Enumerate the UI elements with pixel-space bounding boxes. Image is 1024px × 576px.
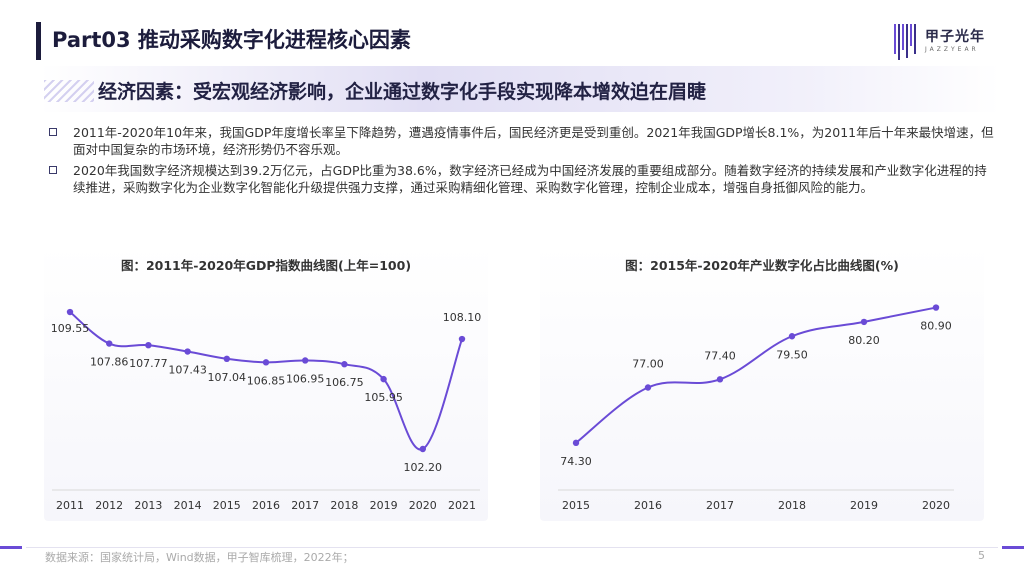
data-point — [66, 308, 74, 316]
x-tick-label: 2019 — [370, 499, 398, 512]
data-point — [302, 357, 309, 364]
data-point — [106, 340, 113, 347]
data-point — [716, 376, 724, 383]
footer-accent-left — [0, 546, 22, 549]
data-label: 106.75 — [325, 376, 364, 389]
data-point — [860, 318, 868, 326]
data-point — [932, 304, 940, 311]
x-tick-label: 2012 — [95, 499, 123, 512]
gdp-index-line-chart: 109.55 2011 107.86 2012 107.77 2013 107.43 2014… — [51, 308, 482, 512]
x-tick-label: 2020 — [922, 499, 950, 512]
x-tick-label: 2016 — [634, 499, 662, 512]
bullet-text: 2011年-2020年10年来，我国GDP年度增长率呈下降趋势，遭遇疫情事件后，… — [73, 125, 994, 157]
data-point — [223, 355, 230, 362]
bullet-list: 2011年-2020年10年来，我国GDP年度增长率呈下降趋势，遭遇疫情事件后，… — [45, 124, 995, 200]
subtitle-band — [40, 66, 1000, 112]
data-point — [788, 333, 796, 340]
data-label: 107.43 — [168, 364, 207, 377]
x-tick-label: 2018 — [778, 499, 806, 512]
bullet-item: 2020年我国数字经济规模达到39.2万亿元，占GDP比重为38.6%，数字经济… — [45, 162, 995, 196]
x-tick-label: 2018 — [330, 499, 358, 512]
logo-text: 甲子光年 — [925, 29, 985, 45]
x-tick-label: 2015 — [213, 499, 241, 512]
title-accent-bar — [36, 22, 41, 60]
bullet-text: 2020年我国数字经济规模达到39.2万亿元，占GDP比重为38.6%，数字经济… — [73, 163, 987, 195]
logo-subtext: JAZZYEAR — [925, 46, 979, 53]
data-label: 77.00 — [632, 358, 664, 371]
footer-divider — [26, 547, 998, 548]
data-point — [145, 341, 152, 349]
industry-digitalization-line-chart: 74.30 2015 77.00 2016 77.40 2017 79.50 2018 80.2… — [558, 304, 954, 512]
data-label: 105.95 — [364, 391, 403, 404]
logo-bars-icon — [894, 24, 916, 60]
data-label: 80.20 — [848, 334, 880, 347]
data-label: 107.04 — [208, 371, 247, 384]
data-point — [380, 375, 387, 383]
digital-chart-title: 图：2015年-2020年产业数字化占比曲线图(%) — [625, 258, 899, 273]
subtitle-stripes-decoration — [44, 80, 94, 102]
data-point — [572, 439, 580, 447]
data-label: 74.30 — [560, 455, 592, 468]
data-label: 106.95 — [286, 372, 325, 385]
data-point — [644, 384, 652, 391]
series-line — [575, 306, 937, 444]
x-tick-label: 2013 — [134, 499, 162, 512]
bullet-square-icon — [49, 166, 57, 174]
data-label: 106.85 — [247, 374, 286, 387]
data-label: 102.20 — [404, 461, 443, 474]
x-tick-label: 2019 — [850, 499, 878, 512]
x-tick-label: 2011 — [56, 499, 84, 512]
x-tick-label: 2021 — [448, 499, 476, 512]
data-point — [262, 359, 270, 366]
data-point — [184, 348, 191, 355]
bullet-item: 2011年-2020年10年来，我国GDP年度增长率呈下降趋势，遭遇疫情事件后，… — [45, 124, 995, 158]
series-line — [69, 311, 463, 451]
x-tick-label: 2017 — [291, 499, 319, 512]
page-number: 5 — [978, 549, 985, 562]
data-point — [341, 361, 348, 368]
data-point — [458, 335, 466, 343]
data-label: 79.50 — [776, 348, 808, 361]
x-tick-label: 2016 — [252, 499, 280, 512]
data-label: 107.77 — [129, 357, 168, 370]
x-tick-label: 2015 — [562, 499, 590, 512]
footer-accent-right — [1002, 546, 1024, 549]
data-label: 107.86 — [90, 356, 129, 369]
data-source: 数据来源：国家统计局，Wind数据，甲子智库梳理，2022年； — [45, 551, 354, 564]
x-tick-label: 2014 — [174, 499, 202, 512]
x-tick-label: 2020 — [409, 499, 437, 512]
data-point — [419, 445, 426, 453]
bullet-square-icon — [49, 128, 57, 136]
section-subtitle: 经济因素：受宏观经济影响，企业通过数字化手段实现降本增效迫在眉睫 — [98, 81, 707, 103]
data-label: 77.40 — [704, 349, 736, 362]
page-title: Part03 推动采购数字化进程核心因素 — [52, 28, 411, 52]
brand-logo: 甲子光年 JAZZYEAR — [893, 22, 1003, 62]
digital-chart-panel: 74.30 2015 77.00 2016 77.40 2017 79.50 2018 80.2… — [540, 245, 984, 521]
data-label: 80.90 — [920, 320, 952, 333]
data-label: 108.10 — [443, 311, 482, 324]
x-tick-label: 2017 — [706, 499, 734, 512]
gdp-chart-panel: 109.55 2011 107.86 2012 107.77 2013 107.43 2014… — [44, 245, 488, 521]
gdp-chart-title: 图：2011年-2020年GDP指数曲线图(上年=100) — [120, 258, 412, 273]
data-label: 109.55 — [51, 322, 90, 335]
